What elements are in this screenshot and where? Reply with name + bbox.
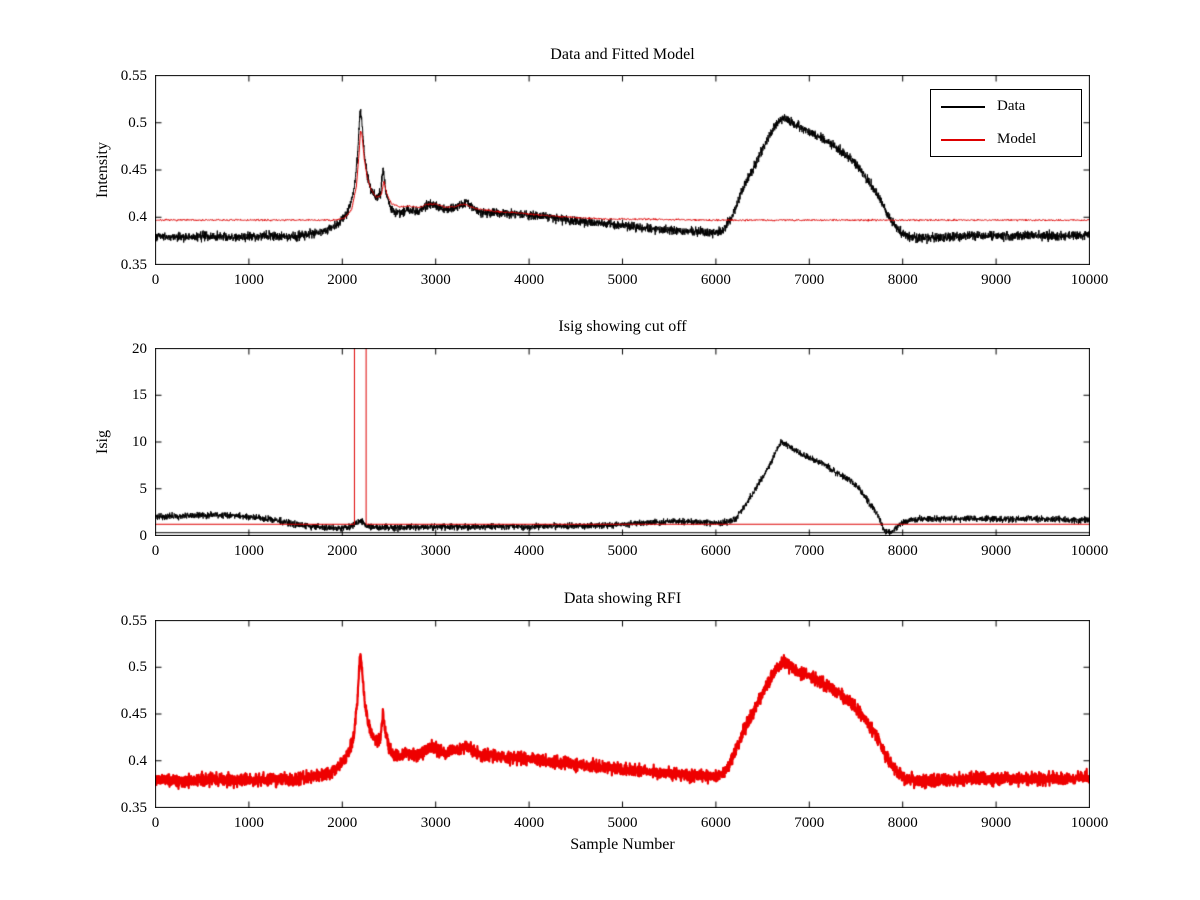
plot3-canvas — [155, 620, 1090, 808]
y-tick-label: 15 — [132, 387, 147, 404]
y-tick-label: 0 — [139, 527, 148, 544]
legend-row-model: Model — [931, 123, 1081, 156]
y-tick-label: 0.55 — [120, 612, 147, 629]
legend-label-model: Model — [997, 131, 1037, 147]
plot2-title: Isig showing cut off — [558, 318, 687, 335]
x-tick-label: 0 — [151, 543, 160, 559]
x-tick-label: 4000 — [514, 543, 545, 559]
legend-line-sample-model — [941, 138, 985, 141]
x-tick-label: 8000 — [887, 815, 918, 831]
plot2-canvas — [155, 348, 1090, 536]
x-tick-label: 6000 — [700, 272, 731, 288]
x-tick-label: 3000 — [420, 815, 451, 831]
x-tick-label: 7000 — [794, 543, 825, 559]
x-tick-label: 1000 — [233, 543, 264, 559]
x-tick-label: 10000 — [1070, 815, 1109, 831]
y-tick-label: 0.55 — [120, 67, 147, 84]
x-tick-label: 6000 — [700, 543, 731, 559]
x-tick-label: 10000 — [1070, 543, 1109, 559]
x-tick-label: 3000 — [420, 272, 451, 288]
y-tick-label: 0.45 — [120, 162, 147, 178]
x-tick-label: 10000 — [1070, 272, 1109, 288]
x-tick-label: 2000 — [327, 815, 358, 831]
y-tick-label: 0.35 — [120, 256, 147, 273]
plot3-xlabel: Sample Number — [570, 836, 675, 853]
y-tick-label: 0.5 — [128, 114, 147, 131]
legend-box: Data Model — [930, 89, 1082, 157]
plot1-title: Data and Fitted Model — [550, 46, 695, 63]
x-tick-label: 2000 — [327, 272, 358, 288]
x-tick-label: 1000 — [233, 272, 264, 288]
x-tick-label: 2000 — [327, 543, 358, 559]
y-tick-label: 0.45 — [120, 706, 147, 722]
plot3-title: Data showing RFI — [563, 590, 682, 607]
y-tick-label: 0.4 — [128, 752, 147, 769]
x-tick-label: 1000 — [233, 815, 264, 831]
x-tick-label: 0 — [151, 815, 160, 831]
x-tick-label: 9000 — [981, 543, 1012, 559]
y-tick-label: 0.35 — [120, 799, 147, 816]
x-tick-label: 7000 — [794, 815, 825, 831]
x-tick-label: 0 — [151, 272, 160, 288]
x-tick-label: 5000 — [607, 543, 638, 559]
x-tick-label: 9000 — [981, 272, 1012, 288]
y-tick-label: 0.5 — [128, 659, 147, 676]
x-tick-label: 8000 — [887, 272, 918, 288]
x-tick-label: 7000 — [794, 272, 825, 288]
legend-line-sample-data — [941, 105, 985, 108]
x-tick-label: 8000 — [887, 543, 918, 559]
x-tick-label: 3000 — [420, 543, 451, 559]
y-tick-label: 5 — [139, 480, 148, 497]
x-tick-label: 4000 — [514, 272, 545, 288]
x-tick-label: 4000 — [514, 815, 545, 831]
y-tick-label: 0.4 — [128, 209, 147, 226]
x-tick-label: 5000 — [607, 272, 638, 288]
x-tick-label: 6000 — [700, 815, 731, 831]
x-tick-label: 9000 — [981, 815, 1012, 831]
y-tick-label: 10 — [132, 434, 147, 450]
legend-row-data: Data — [931, 90, 1081, 123]
x-tick-label: 5000 — [607, 815, 638, 831]
y-tick-label: 20 — [132, 340, 147, 357]
legend-label-data: Data — [997, 98, 1026, 114]
